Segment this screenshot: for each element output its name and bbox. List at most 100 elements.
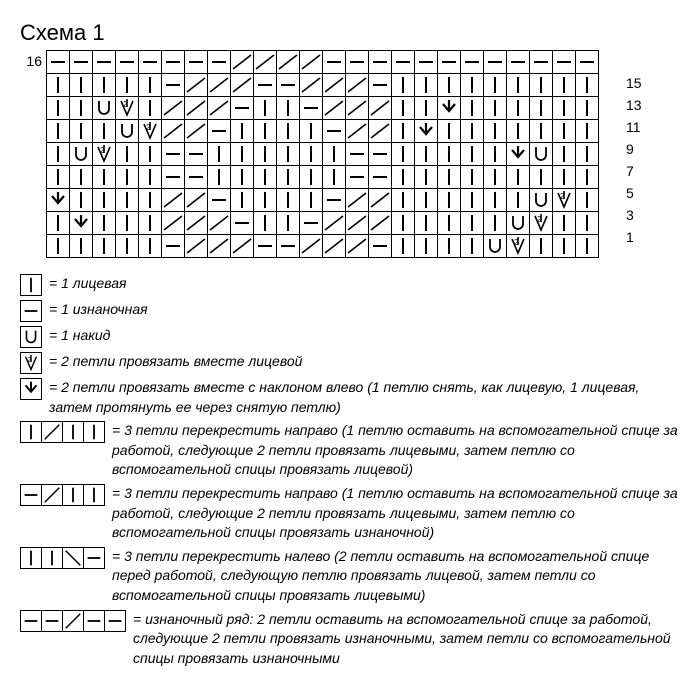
grid-cell [346, 97, 369, 120]
grid-cell [392, 143, 415, 166]
grid-cell [369, 97, 392, 120]
grid-cell [507, 97, 530, 120]
grid-cell [300, 235, 323, 258]
legend-text: = 2 петли провязать вместе лицевой [49, 352, 686, 372]
grid-cell [139, 235, 162, 258]
grid-cell [461, 212, 484, 235]
grid-cell [93, 51, 116, 74]
grid-cell [93, 212, 116, 235]
row-label-left [20, 94, 42, 116]
grid-cell [599, 120, 622, 143]
legend-text: = изнаночный ряд: 2 петли оставить на вс… [133, 610, 686, 669]
legend-text: = 3 петли перекрестить направо (1 петлю … [112, 421, 686, 480]
grid-cell [93, 166, 116, 189]
grid-cell [300, 51, 323, 74]
grid-cell [277, 212, 300, 235]
grid-cell [208, 189, 231, 212]
grid-cell [392, 212, 415, 235]
grid-cell [415, 74, 438, 97]
grid-cell [47, 97, 70, 120]
grid-cell [323, 51, 346, 74]
grid-cell [300, 189, 323, 212]
grid-cell [254, 120, 277, 143]
grid-cell [415, 235, 438, 258]
grid-cell [208, 212, 231, 235]
grid-cell [116, 120, 139, 143]
grid-cell [484, 74, 507, 97]
grid-cell [277, 120, 300, 143]
grid-cell [116, 143, 139, 166]
row-label-right: 5 [626, 182, 648, 204]
grid-cell [162, 74, 185, 97]
row-label-right: 1 [626, 226, 648, 248]
grid-cell [47, 51, 70, 74]
grid-cell [392, 97, 415, 120]
grid-cell [461, 120, 484, 143]
grid-cell [70, 120, 93, 143]
grid-cell [208, 97, 231, 120]
grid-cell: 2 [530, 212, 553, 235]
grid-cell [576, 120, 599, 143]
grid-cell [346, 51, 369, 74]
legend-row: = 1 изнаночная [20, 300, 686, 322]
grid-cell [346, 143, 369, 166]
grid-cell [369, 212, 392, 235]
grid-cell [530, 189, 553, 212]
grid-cell [70, 189, 93, 212]
grid-cell [162, 97, 185, 120]
grid-cell [484, 235, 507, 258]
chart-container: 16 222222 15131197531 [20, 50, 686, 258]
grid-cell [553, 120, 576, 143]
grid-cell [369, 143, 392, 166]
legend-text: = 3 петли перекрестить налево (2 петли о… [112, 547, 686, 606]
grid-cell [438, 143, 461, 166]
grid-cell [438, 212, 461, 235]
svg-text:2: 2 [146, 123, 151, 132]
grid-cell [323, 166, 346, 189]
grid-cell [599, 51, 622, 74]
grid-cell [323, 120, 346, 143]
grid-cell [70, 97, 93, 120]
grid-cell [116, 235, 139, 258]
grid-cell [369, 74, 392, 97]
grid-cell [369, 120, 392, 143]
grid-cell [438, 235, 461, 258]
grid-cell [139, 51, 162, 74]
grid-cell [484, 97, 507, 120]
grid-cell [254, 74, 277, 97]
grid-cell [231, 212, 254, 235]
grid-cell [231, 235, 254, 258]
grid-cell [93, 189, 116, 212]
row-label-left [20, 204, 42, 226]
grid-cell [553, 97, 576, 120]
grid-cell [277, 143, 300, 166]
grid-cell [530, 97, 553, 120]
grid-cell [461, 143, 484, 166]
legend-symbol [20, 326, 41, 348]
grid-cell [392, 51, 415, 74]
grid-cell [139, 97, 162, 120]
grid-cell [231, 189, 254, 212]
grid-cell [208, 120, 231, 143]
grid-cell [208, 235, 231, 258]
grid-cell [185, 235, 208, 258]
grid-cell [438, 166, 461, 189]
grid-cell [231, 51, 254, 74]
legend-symbol [20, 300, 41, 322]
grid-cell [576, 235, 599, 258]
legend-row: = 3 петли перекрестить направо (1 петлю … [20, 421, 686, 480]
grid-cell [392, 189, 415, 212]
grid-cell [93, 97, 116, 120]
grid-cell [346, 212, 369, 235]
grid-cell [599, 74, 622, 97]
grid-cell [162, 143, 185, 166]
grid-cell [185, 166, 208, 189]
grid-cell [185, 143, 208, 166]
grid-cell [553, 212, 576, 235]
legend-row: = 1 лицевая [20, 274, 686, 296]
chart-title: Схема 1 [20, 20, 686, 46]
grid-cell [185, 74, 208, 97]
row-label-right: 13 [626, 94, 648, 116]
grid-cell [116, 189, 139, 212]
grid-cell [507, 51, 530, 74]
